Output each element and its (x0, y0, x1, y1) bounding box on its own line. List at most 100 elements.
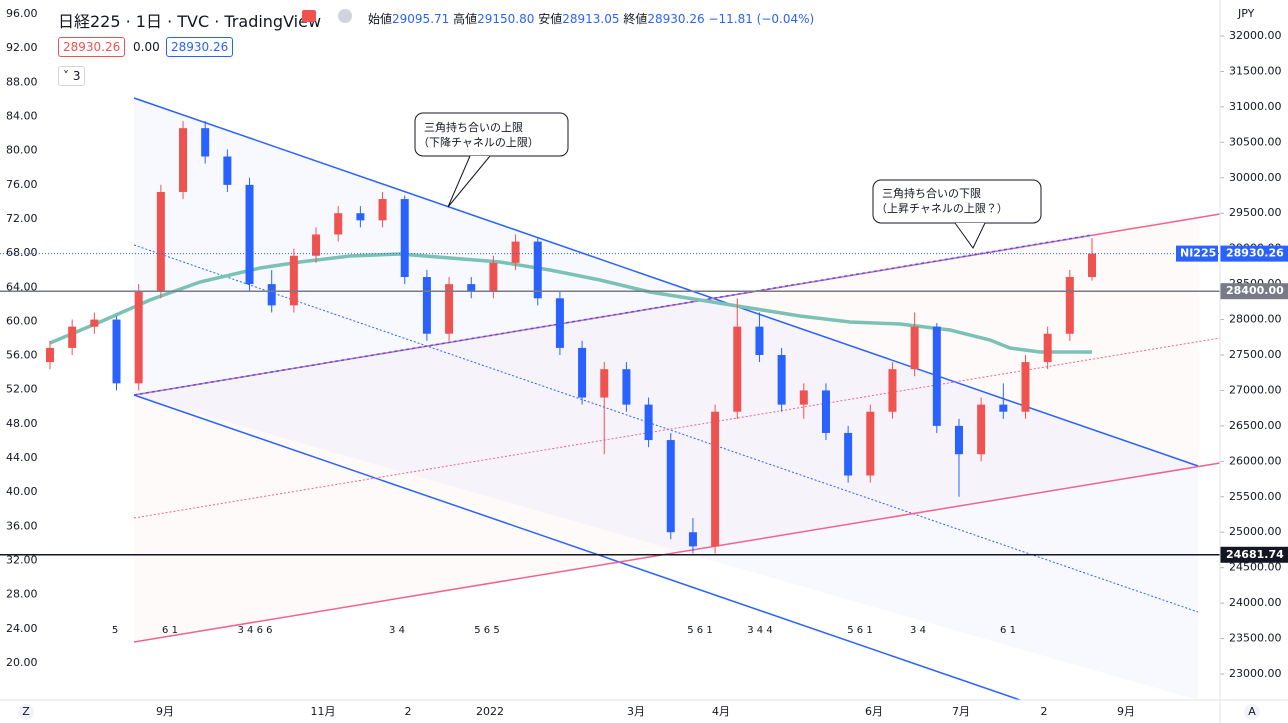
candle-body (467, 284, 476, 292)
price-tag-label: 28400.00 (1226, 284, 1284, 297)
scale-button[interactable] (1244, 704, 1260, 720)
candle-body (666, 440, 675, 533)
candle-body (711, 411, 720, 547)
indicator-value: 0.00 (133, 40, 160, 54)
ohlc: 始値29095.71 高値29150.80 安値28913.05 終値28930… (368, 10, 814, 27)
candle-body (533, 241, 542, 299)
ohlc-label: 安値 (538, 12, 563, 26)
candle-body (644, 404, 653, 441)
y-tick-label: 29500.00 (1229, 206, 1282, 219)
candle-body (511, 241, 520, 263)
candle-body (334, 213, 343, 235)
y-tick-label: 28000.00 (1229, 313, 1282, 326)
y-tick-label: 26000.00 (1229, 454, 1282, 467)
candle-body (688, 532, 697, 547)
candle-body (977, 404, 986, 455)
ohlc-label: 高値 (453, 12, 478, 26)
candle-body (910, 326, 919, 370)
candle-body (68, 326, 77, 348)
event-marker: 3 4 (910, 625, 926, 636)
candle-body (1088, 253, 1096, 278)
y2-tick-label: 44.00 (6, 451, 38, 464)
symbol[interactable]: 日経225 · 1日 · TVC · TradingView (58, 12, 322, 31)
candle-body (134, 291, 143, 384)
scale-button-label[interactable]: Z (22, 705, 30, 718)
price-tag (1220, 283, 1288, 300)
event-marker: 5 6 1 (687, 625, 712, 636)
price-tag (1220, 245, 1288, 262)
toggle[interactable] (338, 9, 352, 23)
y2-tick-label: 56.00 (6, 349, 38, 362)
series-tag (1176, 245, 1218, 262)
ohlc-change: −11.81 (−0.04%) (708, 12, 815, 26)
candle-body (1065, 277, 1074, 334)
candle-body (755, 326, 764, 355)
y-tick-label: 25000.00 (1229, 525, 1282, 538)
candle-body (289, 255, 298, 306)
candle-body (46, 347, 54, 363)
y2-tick-label: 48.00 (6, 417, 38, 430)
y-tick-label: 23000.00 (1229, 667, 1282, 680)
price-tag-label: 24681.74 (1226, 548, 1284, 561)
scale-button[interactable] (18, 704, 34, 720)
callout-text: 三角持ち合いの下限 (882, 186, 981, 200)
candle-body (378, 199, 387, 221)
collapse-count[interactable]: 3 (72, 69, 81, 83)
y2-tick-label: 92.00 (6, 41, 38, 54)
candle-body (821, 390, 830, 433)
currency[interactable]: JPY (1237, 7, 1255, 20)
candle-body (312, 234, 321, 256)
y-tick-label: 26500.00 (1229, 419, 1282, 432)
candle-body (777, 355, 786, 405)
candle-body (932, 326, 941, 426)
x-tick-label: 11月 (311, 705, 336, 718)
y2-tick-label: 96.00 (6, 7, 38, 20)
x-tick-label: 2022 (476, 705, 504, 718)
candle-body (733, 326, 742, 412)
event-marker: 6 1 (162, 625, 178, 636)
indicator-value: 28930.26 (58, 37, 126, 57)
flag[interactable] (302, 10, 316, 22)
candle-body (90, 319, 99, 327)
y2-tick-label: 84.00 (6, 109, 38, 122)
y2-tick-label: 36.00 (6, 519, 38, 532)
candle-body (267, 284, 276, 306)
event-marker: 6 1 (1000, 625, 1016, 636)
candle-body (245, 184, 254, 285)
event-marker: 5 6 1 (847, 625, 872, 636)
candle-body (999, 404, 1008, 412)
x-tick-label: 2 (1041, 705, 1048, 718)
trendline (133, 213, 1221, 396)
y-tick-label: 31500.00 (1229, 64, 1282, 77)
callout-pointer (447, 155, 491, 208)
x-tick-label: 7月 (952, 705, 970, 718)
candle-body (1043, 333, 1052, 363)
y-tick-label: 23500.00 (1229, 632, 1282, 645)
x-tick-label: 9月 (1117, 705, 1135, 718)
candle-body (866, 411, 875, 476)
y2-tick-label: 64.00 (6, 280, 38, 293)
scale-button-label[interactable]: A (1248, 705, 1256, 718)
ohlc-value: 28913.05 (562, 12, 620, 26)
x-tick-label: 4月 (712, 705, 730, 718)
callout-pointer (954, 222, 986, 249)
y2-tick-label: 28.00 (6, 588, 38, 601)
callout-text: （上昇チャネルの上限？） (876, 202, 1008, 215)
candle-body (422, 277, 431, 334)
trendline (133, 97, 1199, 467)
x-tick-label: 6月 (865, 705, 883, 718)
candle-body (356, 213, 365, 221)
candle-body (1021, 362, 1030, 412)
y2-tick-label: 72.00 (6, 212, 38, 225)
collapse-button[interactable]: ˅ 3 (58, 66, 86, 86)
y-tick-label: 27500.00 (1229, 348, 1282, 361)
ohlc-label: 始値 (368, 12, 393, 26)
ohlc-value: 29150.80 (477, 12, 535, 26)
y-tick-label: 24500.00 (1229, 561, 1282, 574)
candle-body (555, 298, 564, 348)
candle-body (400, 199, 409, 278)
candle-body (489, 262, 498, 292)
candle-body (600, 369, 609, 398)
